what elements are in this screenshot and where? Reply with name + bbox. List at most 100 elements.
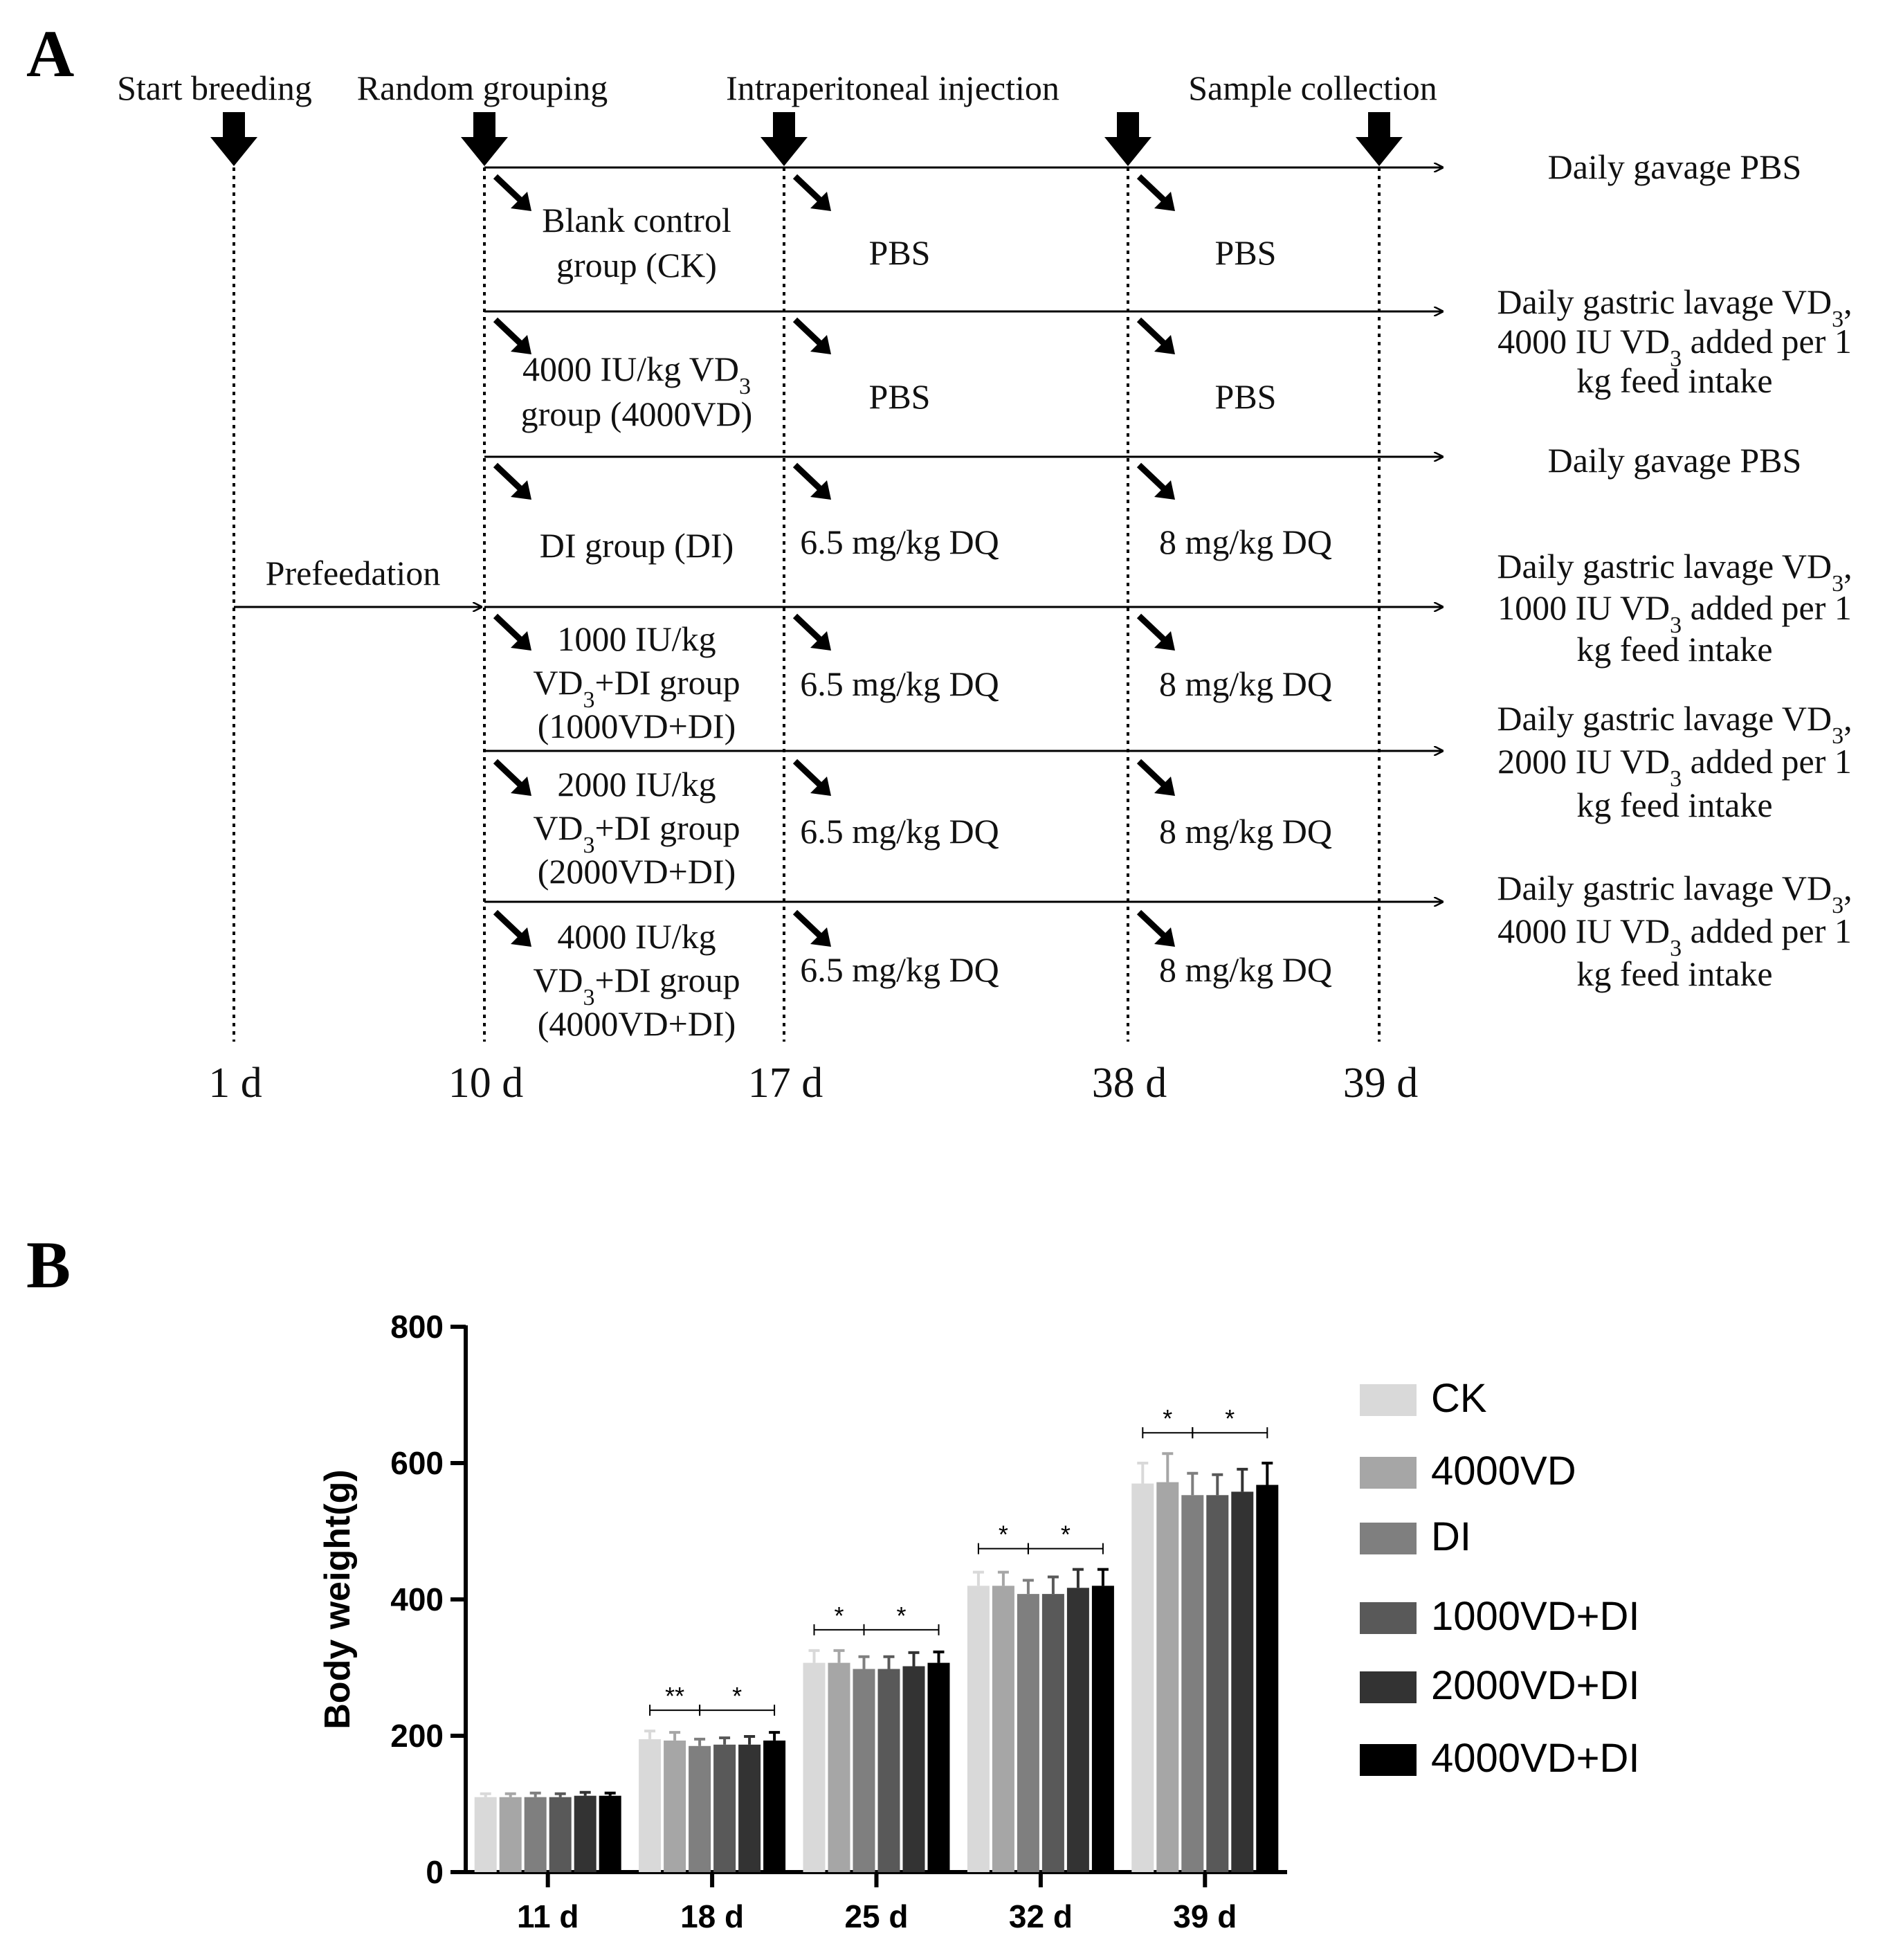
y-axis-label: Body weight(g)	[318, 1469, 358, 1730]
bar	[853, 1669, 875, 1872]
bar	[1017, 1594, 1039, 1872]
significance-label: *	[834, 1601, 844, 1630]
big-down-arrow-icon	[461, 112, 508, 166]
y-tick-label: 200	[390, 1718, 444, 1754]
significance-bracket: *	[863, 1601, 940, 1635]
diagonal-arrow-icon	[792, 174, 831, 211]
bar	[713, 1744, 736, 1872]
gavage-label-line: kg feed intake	[1576, 786, 1772, 824]
bar	[967, 1586, 990, 1872]
bar	[574, 1795, 597, 1872]
injection-17d-label: 6.5 mg/kg DQ	[800, 523, 999, 561]
gavage-label-line: Daily gastric lavage VD3,	[1497, 869, 1852, 918]
diagonal-arrow-icon	[493, 462, 531, 500]
significance-label: *	[1225, 1404, 1235, 1433]
group-name-line: DI group (DI)	[540, 526, 734, 565]
header-random-grouping: Random grouping	[357, 69, 608, 107]
group-name-line: (2000VD+DI)	[538, 852, 736, 891]
group-name-line: (1000VD+DI)	[538, 707, 736, 745]
significance-bracket: *	[1192, 1404, 1268, 1439]
legend-label: 1000VD+DI	[1431, 1594, 1639, 1639]
diagonal-arrow-icon	[1136, 613, 1175, 651]
body-weight-chart: 0 200 400 600 800 Body weight(g) 11 d 18 d 25 d 3…	[318, 1309, 1639, 1934]
timepoint-arrows	[210, 112, 1403, 166]
bar	[689, 1745, 711, 1872]
bar	[1131, 1483, 1154, 1872]
gavage-label-line: Daily gavage PBS	[1548, 147, 1802, 186]
bar	[1041, 1594, 1064, 1872]
bar	[524, 1797, 547, 1872]
x-tick-label: 32 d	[1009, 1898, 1073, 1934]
prefeedation-label: Prefeedation	[266, 554, 441, 592]
bar	[1091, 1586, 1114, 1872]
legend-swatch	[1360, 1744, 1417, 1776]
bar	[499, 1797, 522, 1872]
y-tick-label: 0	[426, 1854, 444, 1890]
bar	[902, 1666, 925, 1872]
significance-bracket: *	[813, 1601, 865, 1635]
big-down-arrow-icon	[1104, 112, 1151, 166]
group-name-line: group (4000VD)	[521, 394, 753, 433]
bar	[828, 1662, 850, 1872]
legend-item: 4000VD	[1360, 1449, 1576, 1494]
timeline-dotted-lines	[233, 167, 1381, 1042]
panel-b-letter: B	[26, 1228, 71, 1302]
legend-item: DI	[1360, 1514, 1471, 1559]
legend-swatch	[1360, 1602, 1417, 1634]
legend-item: 1000VD+DI	[1360, 1594, 1639, 1639]
diagonal-arrow-icon	[792, 613, 831, 651]
day-label: 39 d	[1343, 1060, 1419, 1107]
diagonal-arrow-icon	[493, 759, 531, 796]
significance-label: *	[1061, 1521, 1071, 1549]
bar	[1256, 1485, 1279, 1872]
legend-item: CK	[1360, 1376, 1487, 1421]
gavage-label-line: kg feed intake	[1576, 630, 1772, 669]
legend-swatch	[1360, 1671, 1417, 1703]
group-labels: Blank control group (CK) PBS PBS Daily gavag…	[521, 147, 1852, 1043]
significance-label: *	[999, 1521, 1008, 1549]
legend-label: CK	[1431, 1376, 1487, 1421]
gavage-label-line: 2000 IU VD3 added per 1	[1497, 742, 1852, 792]
bar	[599, 1795, 621, 1872]
bar	[763, 1740, 786, 1872]
day-label: 38 d	[1092, 1060, 1167, 1107]
day-label: 10 d	[448, 1060, 524, 1107]
group-name-line: 4000 IU/kg VD3	[522, 350, 751, 399]
group-name-line: (4000VD+DI)	[538, 1004, 736, 1043]
significance-bracket: *	[1142, 1404, 1194, 1439]
injection-38d-label: 8 mg/kg DQ	[1159, 523, 1332, 561]
injection-38d-label: PBS	[1215, 377, 1277, 416]
day-label: 1 d	[208, 1060, 262, 1107]
diagonal-arrows	[493, 174, 1175, 947]
legend-item: 2000VD+DI	[1360, 1663, 1639, 1708]
group-name-line: Blank control	[542, 201, 731, 239]
panel-a: A Start breeding Random grouping Intrape…	[26, 17, 1852, 1107]
diagonal-arrow-icon	[1136, 909, 1175, 947]
day-label: 17 d	[748, 1060, 823, 1107]
group-name-line: 4000 IU/kg	[557, 917, 716, 956]
diagonal-arrow-icon	[792, 317, 831, 354]
gavage-label-line: kg feed intake	[1576, 954, 1772, 993]
bar	[474, 1797, 497, 1872]
bar	[664, 1740, 686, 1872]
significance-label: *	[896, 1601, 906, 1630]
injection-38d-label: 8 mg/kg DQ	[1159, 664, 1332, 703]
x-tick-label: 18 d	[680, 1898, 744, 1934]
injection-38d-label: PBS	[1215, 233, 1277, 272]
big-down-arrow-icon	[1356, 112, 1403, 166]
significance-bracket: *	[1027, 1521, 1104, 1554]
bar	[1231, 1491, 1254, 1872]
bar	[639, 1739, 662, 1872]
x-tick-label: 39 d	[1173, 1898, 1237, 1934]
injection-17d-label: 6.5 mg/kg DQ	[800, 812, 999, 851]
bar	[549, 1797, 572, 1872]
day-labels: 1 d 10 d 17 d 38 d 39 d	[208, 1060, 1418, 1107]
diagonal-arrow-icon	[1136, 462, 1175, 500]
header-intraperitoneal-injection: Intraperitoneal injection	[726, 69, 1059, 107]
gavage-label-line: Daily gastric lavage VD3,	[1497, 699, 1852, 749]
bar	[803, 1662, 826, 1872]
bar	[1156, 1482, 1179, 1872]
diagonal-arrow-icon	[493, 174, 531, 211]
injection-17d-label: 6.5 mg/kg DQ	[800, 950, 999, 989]
